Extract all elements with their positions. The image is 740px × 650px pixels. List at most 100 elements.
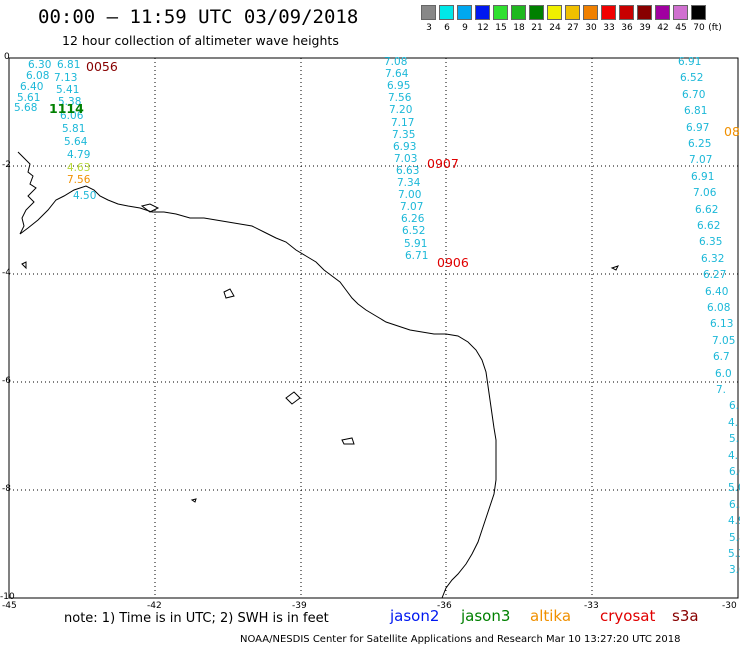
wave-height-value: 7.56 [388,92,412,105]
legend-label: 70 [693,23,705,33]
wave-height-value: 6.30 [28,59,52,71]
wave-height-value: 7.13 [54,72,78,84]
island [140,203,160,213]
time-label: 1114 [49,101,84,116]
wave-height-value: 7.20 [389,104,413,117]
wave-height-value: 6.08 [707,302,731,314]
wave-height-value: 5.38 [58,96,82,108]
time-label: 0906 [437,255,469,270]
y-tick: 0 [4,52,10,62]
legend-swatch [493,5,508,20]
wave-height-value: 7.17 [391,116,415,129]
wave-height-value: 7.56 [67,174,91,186]
legend-swatch [547,5,562,20]
island [21,261,27,270]
wave-height-value: 6.81 [57,59,81,71]
legend-label: 18 [513,23,525,33]
wave-height-value: 5. [729,433,740,446]
legend-label: 9 [462,23,468,33]
wave-height-value: 7.07 [689,154,713,167]
x-tick: -33 [584,601,599,611]
satellite-altika: altika [530,607,572,625]
wave-height-value: 7.06 [693,187,717,200]
wave-height-value: 5.33 [728,548,740,560]
wave-height-value: 5.68 [14,102,38,114]
wave-height-value: 7.34 [397,177,421,189]
wave-height-value: 6.35 [699,236,723,249]
wave-height-value: 5.61 [17,92,41,104]
y-tick: -10 [0,592,15,602]
wave-height-value: 6.97 [686,121,710,134]
legend-swatch [565,5,580,20]
wave-height-value: 6.08 [26,70,50,82]
legend-label: 24 [549,23,561,33]
wave-height-value: 7.05 [712,334,736,347]
map-title: 00:00 – 11:59 UTC 03/09/2018 [38,6,359,28]
time-label: 0907 [427,156,459,171]
legend-label: 12 [477,23,489,33]
legend-label: 27 [567,23,579,33]
wave-height-value: 6.81 [684,105,708,118]
legend-swatch [439,5,454,20]
time-label: 08 [724,124,740,139]
wave-height-value: 6.13 [710,318,734,331]
wave-height-value: 6.0 [715,367,732,380]
legend-swatch [655,5,670,20]
legend-label: 3 [426,23,432,33]
wave-height-value: 7.00 [398,189,422,202]
credit-line: NOAA/NESDIS Center for Satellite Applica… [240,634,681,645]
wave-height-value: 4.79 [67,149,91,161]
legend-label: 42 [657,23,669,33]
wave-height-value: 6.06 [60,110,84,122]
legend-swatch [637,5,652,20]
legend-label: 39 [639,23,651,33]
legend-swatch [529,5,544,20]
x-tick: -36 [437,601,452,611]
wave-height-value: 4.93 [728,515,740,528]
x-tick: -30 [722,601,737,611]
legend-swatch [421,5,436,20]
satellite-cryosat: cryosat [600,607,656,625]
legend-swatch [583,5,598,20]
wave-height-value: 7.08 [384,56,408,68]
legend-swatch [619,5,634,20]
wave-height-value: 6.71 [405,249,429,262]
island [285,391,301,405]
legend-swatch [511,5,526,20]
x-tick: -42 [147,601,162,611]
y-tick: -8 [2,484,11,494]
x-tick: -39 [292,601,307,611]
wave-height-value: 6.25 [688,138,712,150]
time-label: 0056 [86,59,118,74]
wave-height-value: 5.91 [404,237,428,250]
legend-label: 36 [621,23,633,33]
y-tick: -2 [2,160,11,170]
coastline [17,151,497,599]
wave-height-value: 6.26 [401,213,425,226]
legend-swatch [673,5,688,20]
legend-label: 15 [495,23,507,33]
legend-label: 45 [675,23,687,33]
wave-height-value: 5.0 [728,482,740,495]
footer-note: note: 1) Time is in UTC; 2) SWH is in fe… [64,611,329,626]
wave-height-value: 6.5 [729,498,740,511]
wave-height-value: 6.93 [393,140,417,153]
wave-height-value: 6.95 [387,80,411,93]
wave-height-value: 6.63 [396,164,420,177]
wave-height-value: 6.40 [705,285,729,298]
y-tick: -6 [2,376,11,386]
legend-label: 21 [531,23,543,33]
island [610,265,619,271]
satellite-s3a: s3a [672,607,699,625]
wave-height-value: 4. [728,416,739,429]
legend-swatch [601,5,616,20]
wave-height-value: 4. [728,449,739,462]
wave-height-value: 4.50 [73,190,97,202]
legend-label: 6 [444,23,450,33]
wave-height-value: 6.40 [20,81,44,93]
wave-height-value: 6.62 [697,220,721,232]
graticule [9,58,738,598]
legend-swatch [475,5,490,20]
wave-height-value: 5.80 [729,531,740,544]
